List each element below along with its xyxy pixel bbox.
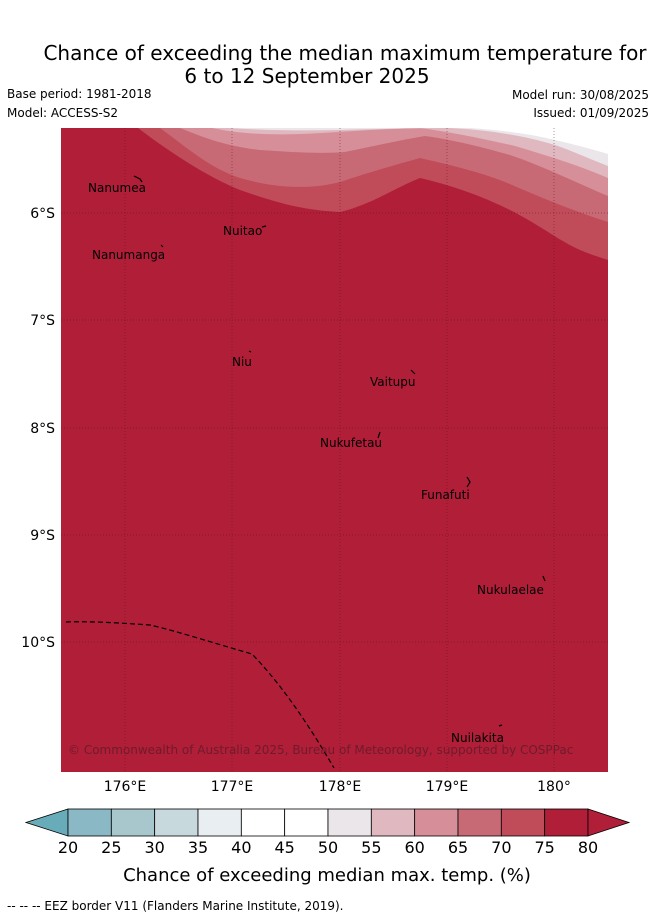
lon-label-177e: 177°E [211, 779, 254, 795]
place-label-funafuti: Funafuti [421, 488, 470, 502]
colorbar-tick-60: 60 [404, 838, 424, 857]
lon-label-180: 180° [537, 779, 571, 795]
map-title-line1: Chance of exceeding the median maximum t… [43, 41, 647, 65]
colorbar-segment-35-40 [197, 808, 242, 837]
band-45-50 [470, 128, 608, 154]
colorbar-tick-80: 80 [578, 838, 598, 857]
place-label-nukufetau: Nukufetau [320, 436, 382, 450]
probability-shading [61, 128, 608, 772]
lat-label-9s: 9°S [30, 528, 55, 544]
lon-label-179e: 179°E [426, 779, 469, 795]
graticule [61, 128, 608, 772]
island-nuilakita-shape [498, 724, 503, 727]
colorbar-tick-55: 55 [361, 838, 381, 857]
model-text: Model: ACCESS-S2 [7, 106, 119, 120]
colorbar-segment-65-70 [457, 808, 502, 837]
colorbar-tick-70: 70 [491, 838, 511, 857]
island-vaitupu-shape [410, 369, 416, 375]
island-nanumea-shape [133, 175, 143, 183]
colorbar-extend-low [24, 808, 69, 837]
lat-label-8s: 8°S [30, 421, 55, 437]
lon-label-178e: 178°E [319, 779, 362, 795]
colorbar-segment-30-35 [154, 808, 199, 837]
colorbar: 20 25 30 35 40 45 50 55 60 65 70 75 80 [24, 808, 631, 857]
colorbar-segment-70-75 [500, 808, 546, 837]
island-nukulaelae-shape [542, 575, 546, 582]
eez-border-line [65, 621, 335, 769]
island-niu-shape [248, 350, 252, 353]
colorbar-title: Chance of exceeding median max. temp. (%… [123, 865, 531, 886]
eez-border-legend: -- -- -- EEZ border V11 (Flanders Marine… [7, 899, 344, 913]
island-nukufetau-shape [377, 431, 381, 439]
place-label-nanumea: Nanumea [88, 181, 146, 195]
place-label-nanumanga: Nanumanga [92, 248, 165, 262]
colorbar-tick-45: 45 [274, 838, 294, 857]
colorbar-segment-40-45 [240, 808, 286, 837]
colorbar-segment-75-80 [544, 808, 589, 837]
colorbar-extend-high [587, 808, 631, 837]
lat-label-7s: 7°S [30, 313, 55, 329]
colorbar-tick-50: 50 [318, 838, 338, 857]
colorbar-segment-20-25 [67, 808, 112, 837]
colorbar-segment-55-60 [370, 808, 416, 837]
colorbar-tick-20: 20 [58, 838, 78, 857]
lat-label-6s: 6°S [30, 206, 55, 222]
place-label-niu: Niu [232, 355, 252, 369]
colorbar-segment-45-50 [284, 808, 329, 837]
lon-label-176e: 176°E [104, 779, 147, 795]
place-label-nuilakita: Nuilakita [451, 731, 504, 745]
copyright-credit: © Commonwealth of Australia 2025, Bureau… [68, 743, 573, 757]
longitude-labels: 176°E 177°E 178°E 179°E 180° [104, 779, 571, 795]
band-65-70 [160, 128, 608, 222]
lat-label-10s: 10°S [21, 635, 55, 651]
colorbar-segment-25-30 [110, 808, 156, 837]
island-nuitao-shape [261, 225, 267, 228]
place-label-nuitao: Nuitao [223, 224, 262, 238]
island-nanumanga-shape [160, 244, 164, 248]
map-title-line2: 6 to 12 September 2025 [184, 64, 430, 88]
colorbar-tick-40: 40 [231, 838, 251, 857]
latitude-labels: 6°S 7°S 8°S 9°S 10°S [21, 206, 55, 651]
place-label-vaitupu: Vaitupu [370, 375, 416, 389]
place-label-nukulaelae: Nukulaelae [477, 583, 544, 597]
issued-text: Issued: 01/09/2025 [533, 106, 649, 120]
colorbar-segment-60-65 [414, 808, 459, 837]
island-funafuti-shape [466, 476, 471, 488]
island-outlines [133, 175, 546, 727]
band-55-60 [212, 128, 608, 178]
colorbar-tick-30: 30 [144, 838, 164, 857]
place-labels: Nanumea Nuitao Nanumanga Niu Vaitupu Nuk… [88, 181, 544, 745]
colorbar-tick-75: 75 [534, 838, 554, 857]
colorbar-tick-25: 25 [101, 838, 121, 857]
colorbar-tick-65: 65 [448, 838, 468, 857]
base-period-text: Base period: 1981-2018 [7, 87, 152, 101]
band-60-65 [180, 128, 608, 196]
band-75-80 [61, 128, 608, 772]
colorbar-segment-50-55 [327, 808, 372, 837]
colorbar-tick-35: 35 [188, 838, 208, 857]
model-run-text: Model run: 30/08/2025 [511, 88, 649, 102]
